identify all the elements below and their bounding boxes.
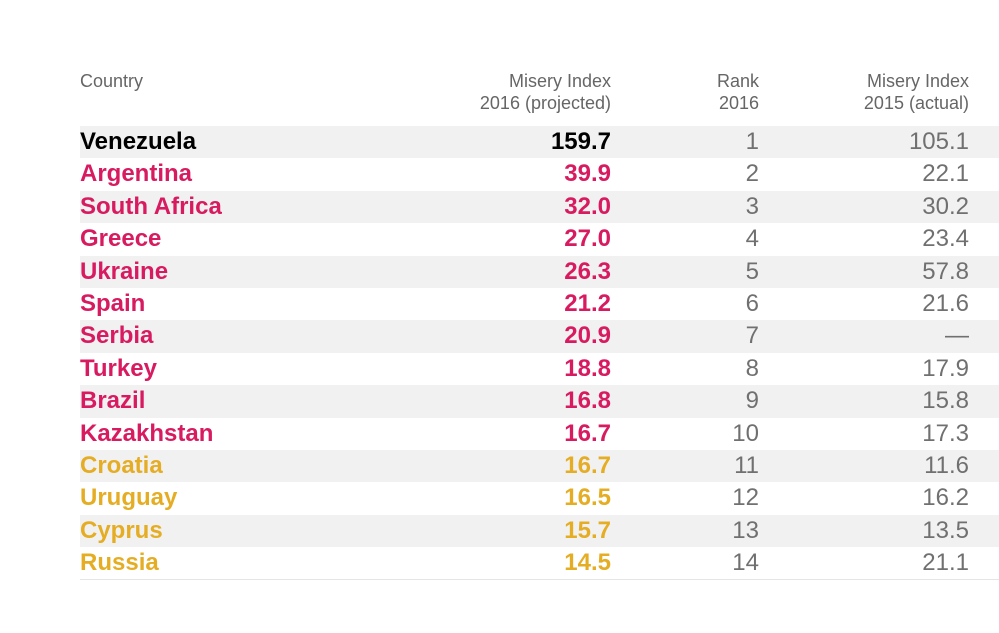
cell-rank-2016: 6 (745, 289, 759, 317)
table-row: Cyprus 15.7 13 13.5 (80, 514, 999, 548)
cell-misery-index-2015: 30.2 (922, 192, 969, 220)
cell-misery-index-2015: 17.3 (922, 419, 969, 447)
cell-country: Greece (80, 225, 162, 253)
cell-misery-index-2016: 20.9 (564, 322, 611, 350)
cell-country: Ukraine (80, 257, 169, 285)
cell-country: Serbia (80, 322, 154, 350)
cell-misery-index-2016: 32.0 (564, 192, 611, 220)
cell-rank-2016: 7 (745, 322, 759, 350)
cell-country: Cyprus (80, 516, 163, 544)
cell-misery-index-2016: 16.8 (564, 387, 611, 415)
cell-rank-2016: 8 (745, 354, 759, 382)
table-row: South Africa 32.0 3 30.2 (80, 190, 999, 224)
cell-country: Brazil (80, 387, 146, 415)
table-row: Turkey 18.8 8 17.9 (80, 353, 999, 385)
cell-misery-index-2016: 18.8 (564, 354, 611, 382)
cell-rank-2016: 2 (745, 160, 759, 188)
table-row: Croatia 16.7 11 11.6 (80, 449, 999, 483)
cell-rank-2016: 12 (732, 484, 759, 512)
cell-misery-index-2016: 27.0 (564, 225, 611, 253)
misery-index-table: Country Misery Index 2016 (projected) Ra… (80, 70, 999, 581)
cell-misery-index-2016: 21.2 (564, 289, 611, 317)
cell-rank-2016: 11 (734, 451, 759, 479)
cell-misery-index-2015: 57.8 (922, 257, 969, 285)
cell-rank-2016: 1 (745, 128, 759, 155)
cell-country: Russia (80, 549, 159, 577)
cell-misery-index-2016: 16.7 (564, 419, 611, 447)
cell-misery-index-2015: 22.1 (922, 160, 969, 188)
cell-rank-2016: 9 (745, 387, 759, 415)
table-row: Serbia 20.9 7 — (80, 320, 999, 353)
cell-misery-index-2016: 26.3 (564, 257, 611, 285)
cell-misery-index-2016: 15.7 (564, 516, 611, 544)
cell-country: South Africa (80, 192, 222, 220)
cell-country: Venezuela (80, 128, 197, 155)
cell-misery-index-2015: 105.1 (908, 128, 969, 155)
cell-misery-index-2016: 39.9 (564, 160, 611, 188)
table-body: Venezuela 159.7 1 105.1 Argentina 39.9 2 22.1 So… (80, 126, 999, 579)
cell-rank-2016: 5 (745, 257, 759, 285)
cell-misery-index-2016: 14.5 (564, 549, 611, 577)
cell-misery-index-2015: 23.4 (922, 225, 969, 253)
table-row: Uruguay 16.5 12 16.2 (80, 482, 999, 514)
cell-misery-index-2015: 16.2 (922, 484, 969, 512)
cell-misery-index-2015: 21.6 (922, 289, 969, 317)
table-row: Brazil 16.8 9 15.8 (80, 385, 999, 418)
cell-misery-index-2016: 16.5 (564, 484, 611, 512)
cell-misery-index-2015: 11.6 (924, 451, 969, 479)
cell-rank-2016: 10 (732, 419, 759, 447)
table-row: Spain 21.2 6 21.6 (80, 288, 999, 320)
cell-misery-index-2015: 17.9 (922, 354, 969, 382)
bottom-divider (80, 579, 999, 581)
cell-rank-2016: 3 (745, 192, 759, 220)
table-row: Greece 27.0 4 23.4 (80, 223, 999, 255)
table-row: Ukraine 26.3 5 57.8 (80, 255, 999, 288)
header-rank-2016: Rank 2016 (716, 71, 759, 113)
cell-misery-index-2015: — (945, 322, 969, 350)
cell-country: Kazakhstan (80, 419, 214, 447)
cell-misery-index-2015: 21.1 (922, 549, 969, 577)
cell-country: Spain (80, 289, 146, 317)
cell-misery-index-2016: 16.7 (564, 451, 611, 479)
table-header: Country Misery Index 2016 (projected) Ra… (80, 70, 999, 126)
cell-rank-2016: 14 (732, 549, 759, 577)
cell-country: Croatia (80, 451, 163, 479)
table-row: Kazakhstan 16.7 10 17.3 (80, 418, 999, 450)
header-misery-index-2015-actual: Misery Index 2015 (actual) (863, 71, 969, 113)
table-row: Argentina 39.9 2 22.1 (80, 158, 999, 190)
cell-misery-index-2015: 15.8 (922, 387, 969, 415)
cell-misery-index-2015: 13.5 (922, 516, 969, 544)
cell-rank-2016: 13 (732, 516, 759, 544)
cell-country: Uruguay (80, 484, 178, 512)
table-row: Russia 14.5 14 21.1 (80, 547, 999, 579)
cell-country: Argentina (80, 160, 193, 188)
header-country: Country (80, 71, 144, 91)
header-misery-index-2016-projected: Misery Index 2016 (projected) (479, 71, 611, 113)
cell-country: Turkey (80, 354, 157, 382)
cell-misery-index-2016: 159.7 (550, 128, 611, 155)
table-row: Venezuela 159.7 1 105.1 (80, 126, 999, 159)
cell-rank-2016: 4 (745, 225, 759, 253)
